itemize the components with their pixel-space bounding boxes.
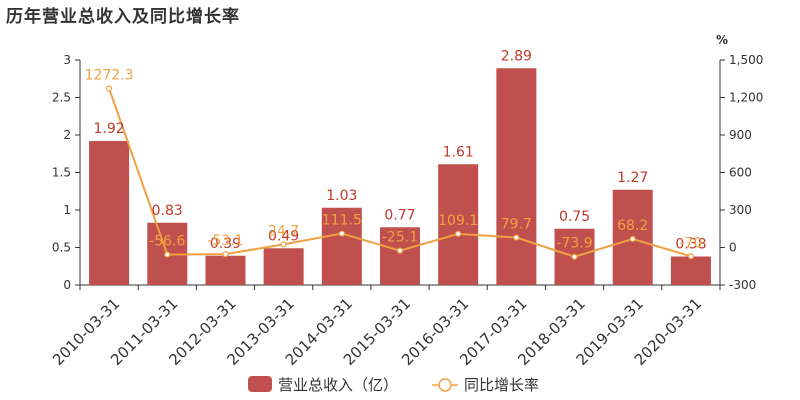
right-axis-unit: % [716,33,728,47]
bar-value-label: 0.83 [152,203,183,219]
line-value-label: 1272.3 [85,67,134,83]
right-tick-label: -300 [729,278,756,292]
line-point [629,235,636,243]
line-point [164,251,171,258]
line-point [455,230,462,237]
line-point [513,234,520,241]
line-value-label: -70 [679,235,702,251]
bar [496,68,537,285]
bar-value-label: 0.75 [559,209,590,225]
left-tick-label: 2.5 [52,91,71,105]
line-value-label: 24.7 [268,223,299,239]
left-tick-label: 3 [63,53,71,67]
line-value-label: 79.7 [501,217,532,233]
line-point [338,230,345,237]
left-tick-label: 0 [63,278,71,292]
legend-line-marker [438,378,452,392]
legend-line-label: 同比增长率 [464,376,539,394]
line-value-label: -53.1 [207,233,243,249]
axes-layer: 00.511.522.53-30003006009001,2001,500%20… [49,33,763,369]
line-point [687,253,695,260]
left-tick-label: 1 [63,203,71,217]
right-tick-label: 1,200 [729,91,763,105]
line-value-label: -73.9 [556,236,592,252]
bar [205,255,246,285]
right-tick-label: 0 [729,241,737,255]
bar [438,164,479,285]
bar-value-label: 1.92 [94,121,125,137]
line-value-label: -25.1 [382,230,418,246]
right-tick-label: 600 [729,166,752,180]
bar [263,248,304,285]
right-tick-label: 900 [729,128,752,142]
legend: 营业总收入（亿） 同比增长率 [248,376,539,394]
bar-value-label: 2.89 [501,48,532,64]
line-point [571,253,578,260]
bar [89,141,130,285]
bar [380,227,420,285]
left-tick-label: 0.5 [52,241,71,255]
line-value-label: -56.6 [149,234,185,250]
bar-value-label: 0.49 [268,228,299,244]
chart-title: 历年营业总收入及同比增长率 [6,7,240,27]
legend-bar-label: 营业总收入（亿） [278,376,398,394]
line-value-label: 68.2 [617,218,648,234]
line-value-label: 111.5 [322,213,362,229]
legend-bar-swatch [248,376,272,392]
line-layer [105,85,695,260]
right-tick-label: 1,500 [729,53,763,67]
left-tick-label: 1.5 [52,166,71,180]
line-point [222,251,229,258]
bar-value-label: 1.03 [326,188,357,204]
bar [670,256,711,285]
bars-layer [89,68,711,285]
line-point [105,85,113,92]
bar [321,207,362,285]
labels-layer: 1.92 0.83 0.39 0.49 1.03 0.77 1.61 2.89 0.75 1.27… [85,48,707,252]
left-tick-label: 2 [63,128,71,142]
line-point [280,241,287,248]
bar-value-label: 1.61 [443,144,474,160]
bar-value-label: 0.38 [675,237,706,253]
bar-value-label: 0.39 [210,236,241,252]
line-point [396,247,404,254]
bar-value-label: 0.77 [384,207,415,223]
bar-value-label: 1.27 [617,170,648,186]
line-value-label: 109.1 [438,213,478,229]
right-tick-label: 300 [729,203,752,217]
